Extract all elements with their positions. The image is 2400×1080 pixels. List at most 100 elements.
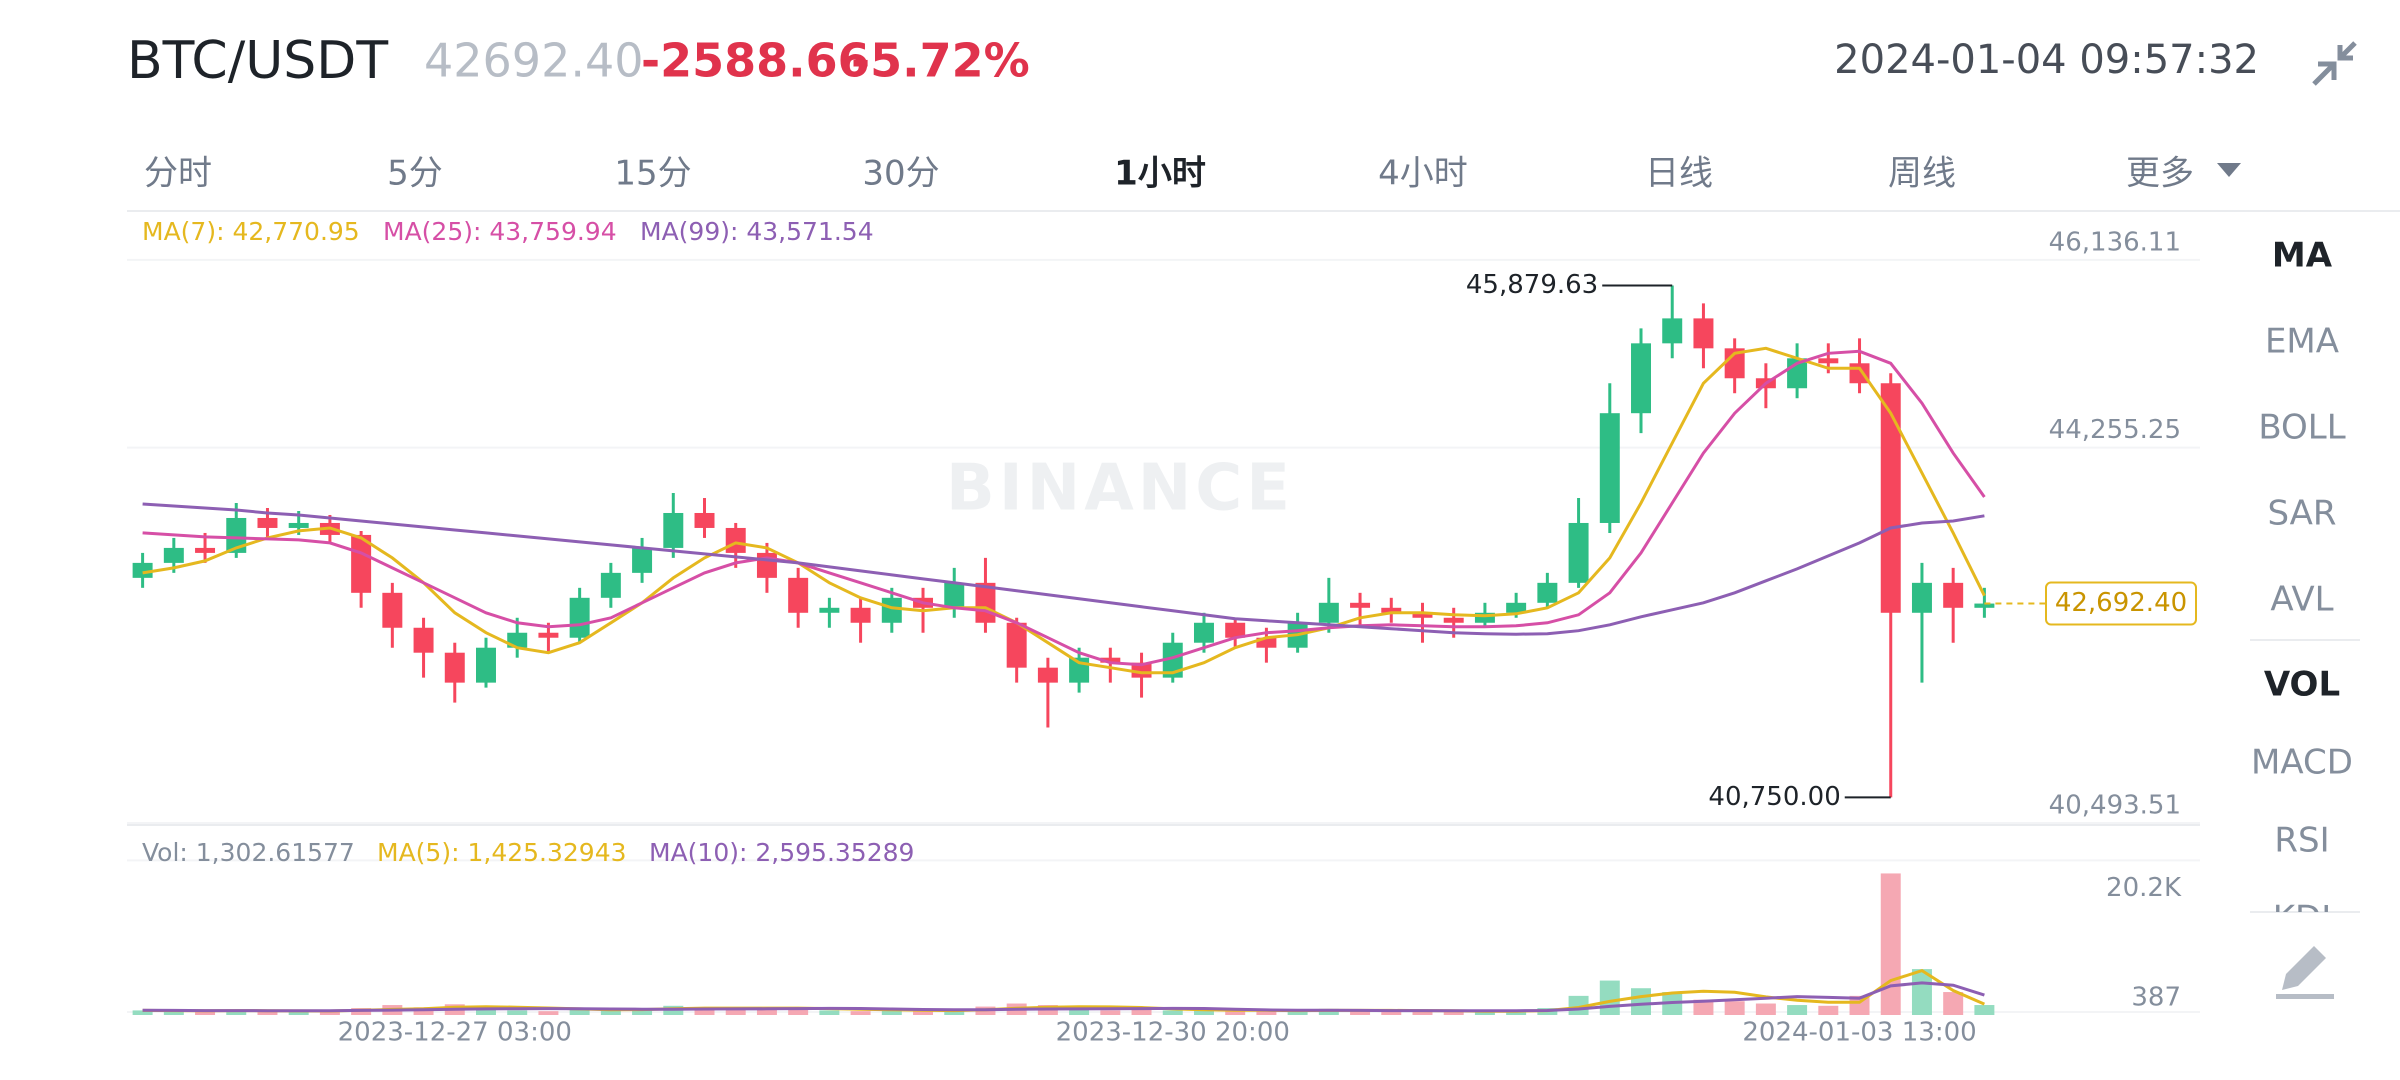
volume-bar — [819, 1010, 840, 1015]
volume-bar — [1880, 873, 1901, 1015]
tab[interactable]: 30分 — [862, 154, 939, 194]
candle-body — [1350, 602, 1371, 608]
indicator[interactable]: MACD — [2251, 743, 2353, 783]
volume-bar — [1318, 1008, 1339, 1015]
candle-body — [1662, 318, 1683, 344]
candle-body — [694, 512, 715, 528]
candle-body — [632, 547, 653, 573]
volume-bar — [476, 1008, 496, 1015]
volume-bar — [1506, 1010, 1527, 1015]
legend-entry: MA(10): 2,595.35289 — [649, 838, 914, 867]
x-tick-label: 2024-01-03 13:00 — [1742, 1018, 1976, 1048]
candle-body — [1443, 617, 1464, 623]
volume-bar — [538, 1011, 559, 1015]
candle-body — [663, 512, 684, 548]
indicator[interactable]: VOL — [2264, 665, 2340, 705]
volume-bar — [132, 1010, 153, 1015]
indicator[interactable]: EMA — [2265, 322, 2339, 362]
volume-bar — [257, 1010, 278, 1015]
legend-name: MA(10): — [649, 838, 747, 867]
candle-body — [881, 597, 902, 623]
candle-body — [476, 647, 496, 683]
candle-body — [569, 597, 590, 638]
indicator[interactable]: KDJ — [2273, 899, 2332, 939]
candle-body — [195, 547, 216, 553]
candle-body — [1537, 582, 1558, 603]
volume-bar — [1381, 1011, 1402, 1015]
time: 2024-01-04 09:57:32 — [1834, 37, 2259, 83]
volume-bar — [319, 1011, 340, 1015]
candle-body — [226, 517, 247, 553]
indicator[interactable]: RSI — [2274, 821, 2329, 861]
legend-name: MA(25): — [383, 217, 481, 246]
change: -2588.66 — [641, 34, 870, 88]
candle-body — [725, 527, 746, 553]
tab[interactable]: 日线 — [1645, 154, 1713, 194]
legend-value: 2,595.35289 — [755, 838, 914, 867]
volume-bar — [1787, 1005, 1808, 1015]
candle-body — [1100, 657, 1121, 663]
volume-ma-line — [142, 968, 1985, 1013]
candle-body — [132, 562, 153, 578]
indicator[interactable]: MA — [2272, 236, 2333, 276]
max-label: 45,879.63 — [1466, 270, 1598, 300]
candle-body — [163, 547, 184, 563]
volume-bar — [163, 1011, 184, 1015]
candle-body — [444, 652, 465, 683]
volume-bar — [1069, 1008, 1090, 1015]
tab[interactable]: 周线 — [1888, 154, 1956, 194]
volume-bar — [725, 1009, 746, 1015]
volume-bar — [1225, 1011, 1246, 1015]
legend-entry: MA(25): 43,759.94 — [383, 217, 617, 246]
volume-bar — [288, 1011, 309, 1015]
tab[interactable]: 15分 — [614, 154, 691, 194]
volume-bar — [850, 1011, 871, 1015]
plot: BINANCE 46,136.11 44,255.25 40,493.51 20.2K 3… — [127, 217, 2200, 1048]
candle-body — [288, 522, 309, 528]
legend-name: MA(99): — [640, 217, 738, 246]
tab[interactable]: 1小时 — [1114, 154, 1206, 194]
indicator[interactable]: SAR — [2267, 494, 2336, 534]
candle-body — [1162, 642, 1183, 678]
legend-name: MA(7): — [142, 217, 225, 246]
pencil — [2282, 946, 2326, 990]
volume-bar — [1131, 1009, 1152, 1015]
candle-body — [1631, 343, 1651, 414]
legend-entry: MA(5): 1,425.32943 — [377, 838, 627, 867]
y-tick-label: 20.2K — [2106, 873, 2182, 903]
candle-body — [1568, 522, 1589, 583]
indicator[interactable]: AVL — [2270, 580, 2333, 620]
candle-body — [1599, 413, 1620, 523]
x-tick-label: 2023-12-27 03:00 — [338, 1018, 572, 1048]
candle-body — [1880, 383, 1901, 613]
volume-bar — [1974, 1005, 1995, 1015]
indicator[interactable]: BOLL — [2258, 408, 2345, 448]
legend-entry: MA(7): 42,770.95 — [142, 217, 360, 246]
volume-bar — [788, 1008, 809, 1015]
candle-body — [1256, 637, 1277, 648]
collapse-icon[interactable] — [2312, 41, 2357, 86]
underline — [2276, 994, 2334, 999]
candle-body — [1474, 612, 1495, 623]
candle-body — [1006, 622, 1027, 668]
volume-bar — [1849, 995, 1870, 1015]
tab[interactable]: 更多 — [2126, 154, 2194, 194]
tab[interactable]: 5分 — [387, 154, 443, 194]
y-tick-label: 40,493.51 — [2049, 791, 2181, 821]
candle-body — [257, 517, 278, 528]
arrow — [2337, 41, 2357, 61]
volume-bar — [1256, 1010, 1277, 1015]
y-tick-label: 44,255.25 — [2049, 415, 2181, 445]
legend-entry: MA(99): 43,571.54 — [640, 217, 874, 246]
edit-icon[interactable] — [2276, 946, 2334, 999]
candle-body — [1818, 358, 1839, 364]
tab[interactable]: 分时 — [144, 154, 212, 194]
volume-bar — [195, 1011, 216, 1015]
ma-line — [142, 502, 1985, 636]
candle-body — [382, 592, 403, 628]
tab[interactable]: 4小时 — [1378, 154, 1468, 194]
volume-bar — [226, 1009, 247, 1015]
candle-body — [1412, 612, 1433, 618]
volume-bar — [1911, 969, 1932, 1015]
